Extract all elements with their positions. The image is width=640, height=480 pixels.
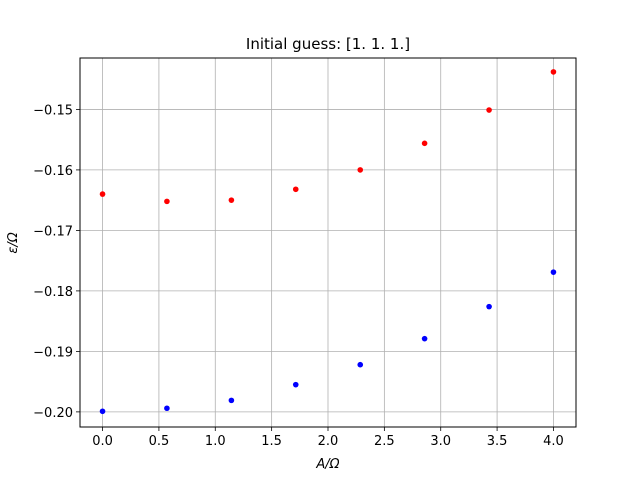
data-points xyxy=(99,69,557,415)
series-1-point xyxy=(228,397,235,404)
series-0-point xyxy=(550,69,557,75)
y-tick-label: −0.20 xyxy=(33,406,73,421)
y-tick-label: −0.18 xyxy=(33,285,73,300)
x-axis-label: A/Ω xyxy=(315,457,339,472)
y-axis-label: ε/Ω xyxy=(6,232,21,253)
axis-ticks: 0.0 0.5 1.0 1.5 2.0 2.5 3.0 3.5 4.0 −0.20 −0.19 −0.… xyxy=(33,103,564,449)
y-tick-label: −0.15 xyxy=(33,103,73,118)
x-tick-label: 1.0 xyxy=(205,434,226,449)
x-tick-label: 3.0 xyxy=(430,434,451,449)
series-0-point xyxy=(99,191,106,197)
series-1-point xyxy=(292,381,299,388)
series-0-point xyxy=(164,198,170,205)
y-tick-label: −0.16 xyxy=(33,164,73,179)
series-1-point xyxy=(164,405,170,412)
x-tick-label: 1.5 xyxy=(261,434,282,449)
x-tick-label: 3.5 xyxy=(487,434,508,449)
x-tick-label: 4.0 xyxy=(543,434,564,449)
series-0-point xyxy=(421,140,428,147)
series-1-point xyxy=(421,335,428,342)
series-0-point xyxy=(357,167,364,173)
grid xyxy=(80,58,576,427)
x-tick-label: 2.5 xyxy=(374,434,395,449)
x-tick-label: 0.0 xyxy=(92,434,113,449)
series-0-point xyxy=(292,186,299,193)
series-0-point xyxy=(486,107,492,113)
series-1-point xyxy=(357,361,364,368)
series-1-point xyxy=(486,303,492,310)
series-1-point xyxy=(550,269,557,275)
y-tick-label: −0.17 xyxy=(33,224,73,239)
x-tick-label: 0.5 xyxy=(149,434,170,449)
x-tick-label: 2.0 xyxy=(318,434,339,449)
series-0-point xyxy=(228,197,235,203)
series-1-point xyxy=(99,408,106,415)
y-tick-label: −0.19 xyxy=(33,345,73,360)
chart-title: Initial guess: [1. 1. 1.] xyxy=(246,35,410,53)
